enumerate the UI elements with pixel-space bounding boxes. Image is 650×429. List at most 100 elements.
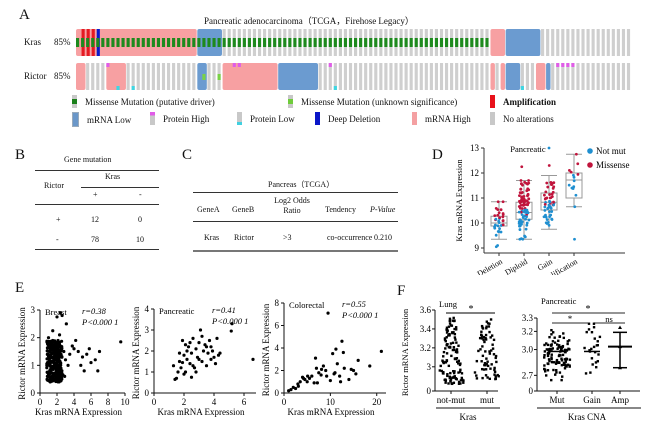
legend-label: Not mut xyxy=(596,146,626,156)
oncoprint-protein-high xyxy=(556,63,560,67)
data-point xyxy=(585,330,588,334)
data-point xyxy=(555,369,558,372)
data-point xyxy=(520,220,524,224)
data-point xyxy=(82,369,86,373)
data-point xyxy=(483,340,486,344)
table-c-top-rule xyxy=(193,192,398,193)
data-point xyxy=(559,345,562,349)
data-point xyxy=(488,330,491,334)
data-point xyxy=(594,361,598,364)
data-point xyxy=(588,349,591,352)
oncoprint-cell xyxy=(192,63,196,90)
oncoprint-missense xyxy=(333,38,337,47)
x-axis-label: Kras mRNA Expression xyxy=(288,407,375,417)
legend-item: Amplification xyxy=(490,95,556,108)
data-point xyxy=(484,368,488,371)
data-point xyxy=(482,338,485,342)
y-tick-label: 10 xyxy=(470,218,480,228)
legend-marker-icon xyxy=(587,148,593,154)
data-point xyxy=(485,325,488,328)
oncoprint-missense xyxy=(101,38,105,47)
data-point xyxy=(319,373,323,377)
data-point xyxy=(448,319,451,323)
data-point xyxy=(547,358,551,361)
oncoprint-segment xyxy=(546,63,551,90)
table-c-cell: 0.210 xyxy=(374,233,392,242)
table-b-row-sign: + xyxy=(56,215,61,224)
oncoprint-missense xyxy=(318,38,322,47)
oncoprint-missense xyxy=(86,38,90,47)
oncoprint-missense xyxy=(116,38,120,47)
data-point xyxy=(494,233,498,237)
data-point xyxy=(72,347,76,351)
data-point xyxy=(493,226,497,230)
data-point xyxy=(501,215,505,219)
oncoprint-protein-low xyxy=(116,86,120,90)
legend-label: Missense xyxy=(596,160,630,170)
data-point xyxy=(499,208,503,212)
data-point xyxy=(74,338,78,343)
data-point xyxy=(481,326,484,329)
data-point xyxy=(197,341,201,345)
data-point xyxy=(485,362,488,366)
oncoprint-cell xyxy=(328,63,332,90)
data-point xyxy=(448,376,451,380)
data-point xyxy=(459,382,462,385)
oncoprint-segment xyxy=(197,63,207,90)
oncoprint-cell xyxy=(359,63,363,90)
data-point xyxy=(552,200,555,204)
y-tick-label: 1 xyxy=(31,360,36,370)
data-point xyxy=(549,196,553,200)
data-point xyxy=(454,338,457,341)
table-c-cell: Kras xyxy=(204,233,220,242)
data-point xyxy=(555,371,558,374)
data-point xyxy=(293,386,298,391)
data-point xyxy=(482,368,486,371)
oncoprint-cell xyxy=(465,63,469,90)
data-point xyxy=(332,372,336,376)
data-point xyxy=(521,237,525,241)
data-point xyxy=(555,343,559,346)
data-point xyxy=(59,353,63,358)
data-point xyxy=(55,315,59,319)
data-point xyxy=(51,340,56,344)
data-point xyxy=(560,363,564,367)
oncoprint-cell xyxy=(156,63,161,90)
data-point xyxy=(171,364,176,368)
p-value: P<0.000 1 xyxy=(211,316,248,326)
y-tick-label: 9 xyxy=(475,243,480,253)
data-point xyxy=(489,367,492,370)
data-point xyxy=(522,194,526,198)
oncoprint-cell xyxy=(166,63,171,90)
oncoprint-cell xyxy=(151,63,155,90)
oncoprint-cell xyxy=(141,63,145,90)
legend-label: Amplification xyxy=(503,96,556,107)
oncoprint-missense xyxy=(343,38,348,47)
y-tick-label: 8 xyxy=(275,298,280,308)
legend-item: Protein Low xyxy=(237,112,295,125)
oncoprint-missense xyxy=(475,38,479,47)
data-point xyxy=(546,369,550,372)
data-point xyxy=(368,364,372,368)
data-point xyxy=(53,355,58,359)
oncoprint-missense xyxy=(308,38,312,47)
data-point xyxy=(89,360,93,365)
oncoprint-cell xyxy=(212,63,216,90)
data-point xyxy=(480,336,483,340)
data-point xyxy=(457,359,461,363)
oncoprint-cell xyxy=(576,63,580,90)
data-point xyxy=(334,347,338,351)
data-point xyxy=(347,377,351,382)
data-point xyxy=(551,340,555,343)
data-point xyxy=(45,349,49,353)
chart-title: Pancreatic xyxy=(510,144,546,154)
data-point xyxy=(456,360,459,363)
oncoprint-missense xyxy=(328,38,332,47)
data-point xyxy=(564,364,567,368)
data-point xyxy=(76,349,80,354)
oncoprint-missense xyxy=(237,38,241,47)
data-point xyxy=(618,365,622,370)
correlation-r: r=0.41 xyxy=(212,305,236,315)
data-point xyxy=(455,341,458,344)
